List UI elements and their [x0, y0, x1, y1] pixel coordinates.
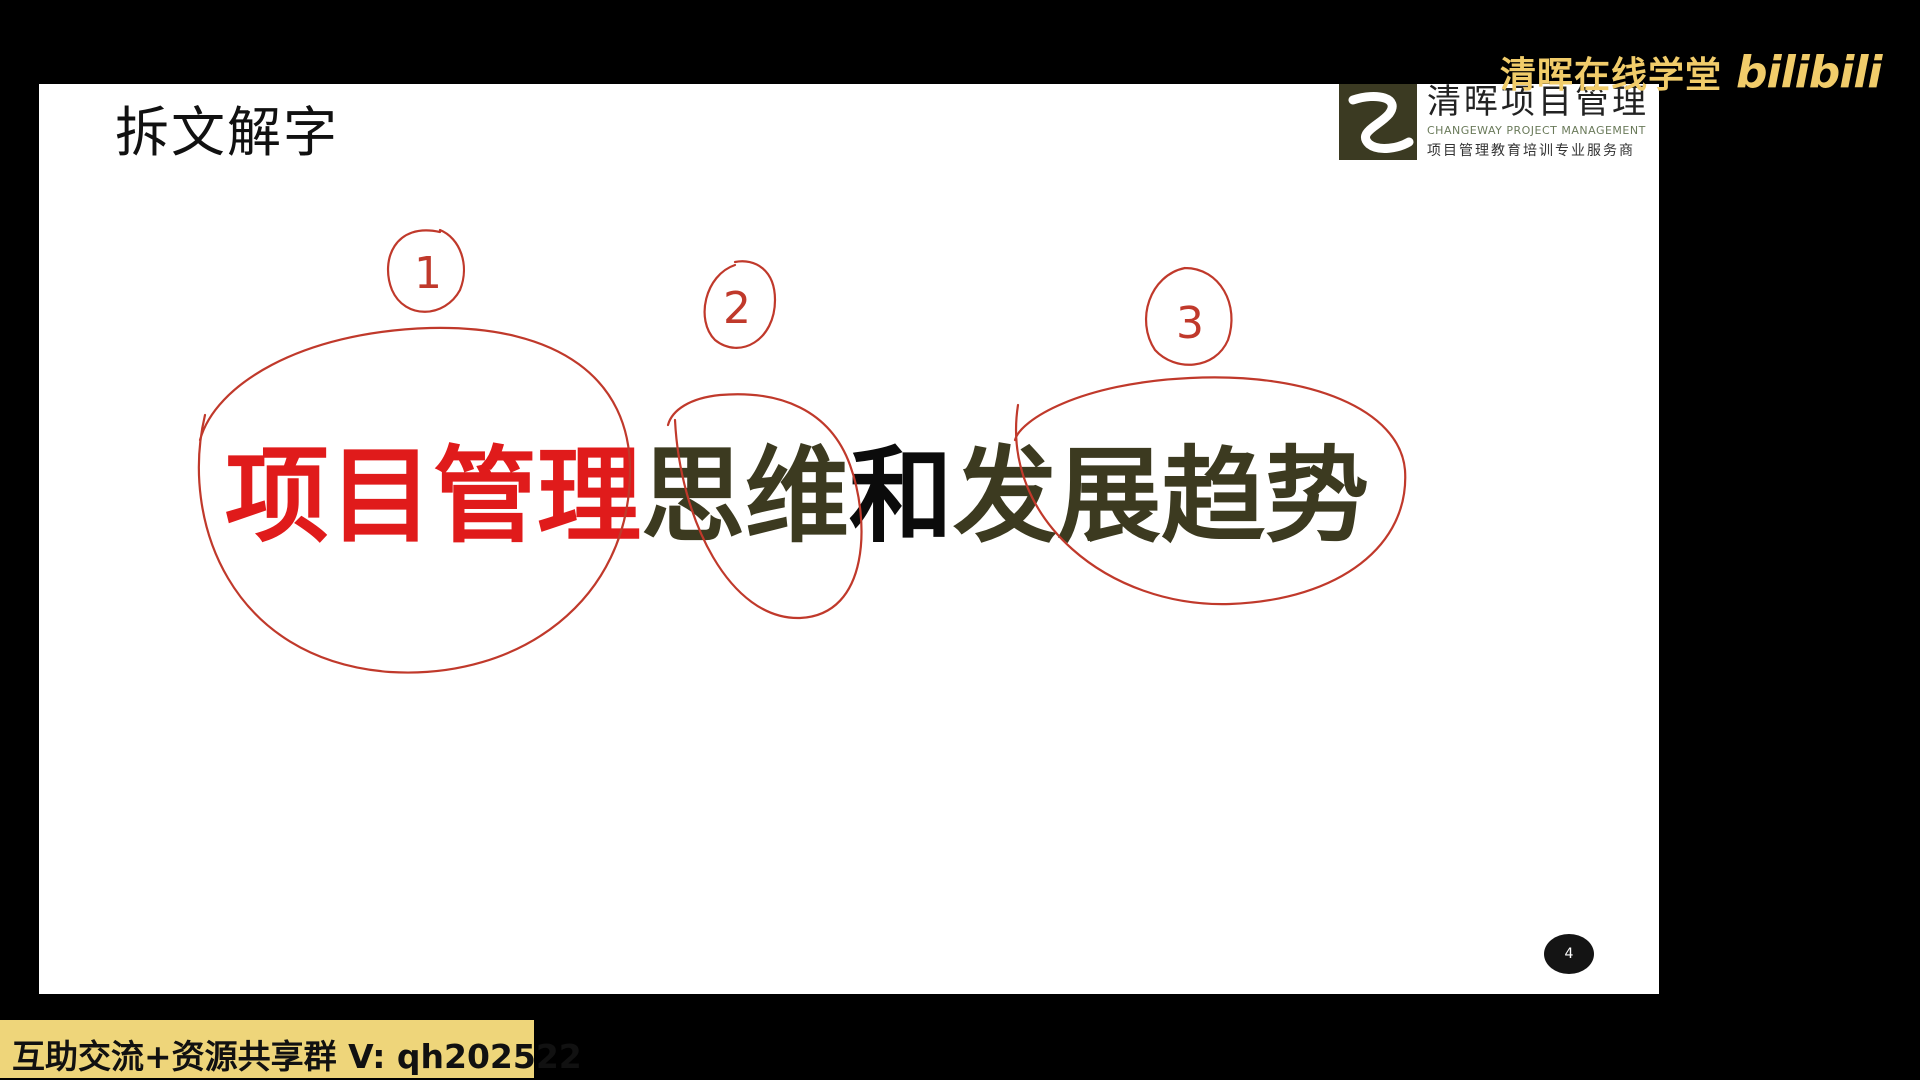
watermark-text: 清晖在线学堂 — [1500, 55, 1723, 96]
brand-logo: 清晖项目管理 CHANGEWAY PROJECT MANAGEMENT 项目管理… — [1339, 82, 1659, 160]
headline-part-3: 和 — [849, 435, 954, 557]
headline: 项目管理思维和发展趋势 — [225, 444, 1369, 548]
slide-title: 拆文解字 — [115, 101, 339, 164]
bilibili-logo: bilibili — [1736, 46, 1882, 98]
brand-name: 清晖项目管理 — [1427, 82, 1649, 122]
watermark: 清晖在线学堂 bilibili — [1500, 46, 1883, 106]
brand-tagline: 项目管理教育培训专业服务商 — [1427, 143, 1635, 159]
page-number: 4 — [1544, 934, 1594, 974]
headline-part-2: 思维 — [641, 435, 850, 557]
contact-banner-text: 互助交流+资源共享群 V: qh202522 — [12, 1037, 582, 1076]
brand-english: CHANGEWAY PROJECT MANAGEMENT — [1427, 124, 1646, 137]
contact-banner: 互助交流+资源共享群 V: qh202522 — [0, 1020, 582, 1078]
slide: 拆文解字 清晖项目管理 CHANGEWAY PROJECT MANAGEMENT… — [39, 82, 1659, 994]
headline-part-1: 项目管理 — [225, 435, 642, 557]
brand-mark-icon — [1339, 84, 1417, 160]
headline-part-4: 发展趋势 — [953, 435, 1370, 557]
